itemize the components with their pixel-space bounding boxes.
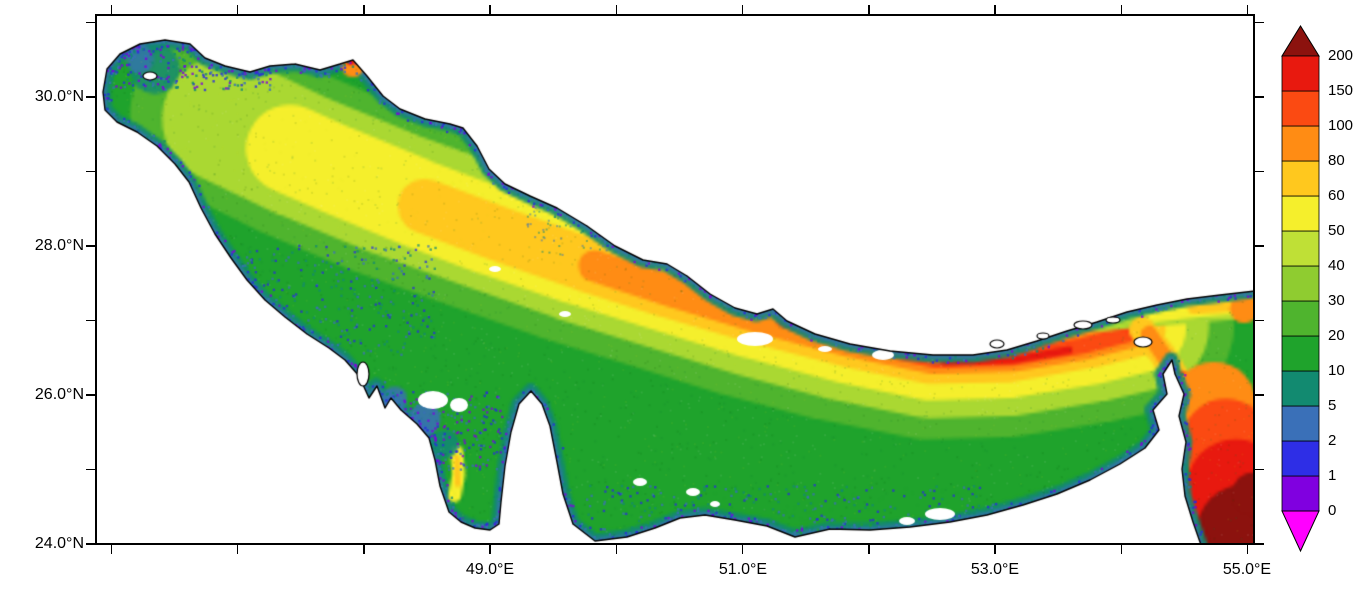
colorbar-label: 5 bbox=[1328, 397, 1336, 414]
axis-tick bbox=[868, 5, 870, 14]
axis-tick bbox=[236, 545, 239, 554]
axis-tick bbox=[86, 96, 95, 98]
axis-tick bbox=[86, 394, 95, 396]
axis-tick bbox=[86, 543, 95, 545]
axis-tick bbox=[1255, 319, 1264, 322]
axis-tick bbox=[110, 5, 112, 14]
axis-tick bbox=[363, 5, 365, 14]
axis-tick bbox=[86, 21, 95, 24]
axis-tick bbox=[489, 5, 491, 14]
axis-tick bbox=[489, 545, 491, 554]
colorbar-band bbox=[1281, 475, 1320, 512]
axis-tick bbox=[363, 545, 365, 554]
axis-tick bbox=[86, 319, 95, 322]
colorbar-label: 100 bbox=[1328, 117, 1353, 134]
x-axis-label-51e: 51.0°E bbox=[718, 561, 768, 578]
colorbar-under-arrow bbox=[1281, 510, 1320, 553]
colorbar: 0 1 2 5 10 20 30 40 50 60 80 100 150 200 bbox=[1281, 25, 1353, 553]
axis-tick bbox=[1255, 245, 1264, 247]
axis-tick bbox=[1120, 5, 1122, 14]
y-axis-label-26n: 26.0°N bbox=[34, 386, 84, 403]
axis-tick bbox=[1246, 545, 1249, 554]
colorbar-band bbox=[1281, 265, 1320, 302]
colorbar-band bbox=[1281, 55, 1320, 92]
colorbar-label: 50 bbox=[1328, 222, 1345, 239]
y-axis-label-30n: 30.0°N bbox=[34, 88, 84, 105]
colorbar-band bbox=[1281, 125, 1320, 162]
axis-tick bbox=[86, 468, 95, 471]
x-axis-label-53e: 53.0°E bbox=[970, 561, 1020, 578]
y-axis-label-28n: 28.0°N bbox=[34, 237, 84, 254]
colorbar-band bbox=[1281, 335, 1320, 372]
axis-tick bbox=[994, 545, 996, 554]
colorbar-band bbox=[1281, 370, 1320, 407]
colorbar-label: 60 bbox=[1328, 187, 1345, 204]
axis-tick bbox=[1255, 394, 1264, 396]
axis-tick bbox=[994, 5, 996, 14]
axis-tick bbox=[1246, 5, 1249, 14]
axis-tick bbox=[1255, 21, 1264, 24]
colorbar-band bbox=[1281, 160, 1320, 197]
colorbar-label: 2 bbox=[1328, 432, 1336, 449]
colorbar-band bbox=[1281, 405, 1320, 442]
axis-tick bbox=[1255, 96, 1264, 98]
colorbar-label: 0 bbox=[1328, 502, 1336, 519]
axis-tick bbox=[1120, 545, 1122, 554]
axis-tick bbox=[741, 545, 744, 554]
map-field-canvas bbox=[95, 14, 1255, 545]
axis-tick bbox=[1255, 543, 1264, 545]
colorbar-label: 150 bbox=[1328, 82, 1353, 99]
axis-tick bbox=[615, 545, 617, 554]
axis-tick bbox=[236, 5, 239, 14]
colorbar-label: 20 bbox=[1328, 327, 1345, 344]
colorbar-label: 10 bbox=[1328, 362, 1345, 379]
colorbar-band bbox=[1281, 195, 1320, 232]
colorbar-label: 30 bbox=[1328, 292, 1345, 309]
axis-tick bbox=[741, 5, 744, 14]
axis-tick bbox=[1255, 170, 1264, 173]
colorbar-label: 80 bbox=[1328, 152, 1345, 169]
axis-tick bbox=[110, 545, 112, 554]
colorbar-over-arrow bbox=[1281, 25, 1320, 57]
axis-tick bbox=[86, 170, 95, 173]
y-axis-label-24n: 24.0°N bbox=[34, 535, 84, 552]
colorbar-band bbox=[1281, 300, 1320, 337]
x-axis-label-55e: 55.0°E bbox=[1222, 561, 1272, 578]
colorbar-label: 1 bbox=[1328, 467, 1336, 484]
axis-tick bbox=[1255, 468, 1264, 471]
colorbar-band bbox=[1281, 230, 1320, 267]
x-axis-label-49e: 49.0°E bbox=[465, 561, 515, 578]
axis-tick bbox=[868, 545, 870, 554]
colorbar-label: 200 bbox=[1328, 47, 1353, 64]
colorbar-band bbox=[1281, 440, 1320, 477]
axis-tick bbox=[86, 245, 95, 247]
colorbar-label: 40 bbox=[1328, 257, 1345, 274]
colorbar-band bbox=[1281, 90, 1320, 127]
axis-tick bbox=[615, 5, 617, 14]
